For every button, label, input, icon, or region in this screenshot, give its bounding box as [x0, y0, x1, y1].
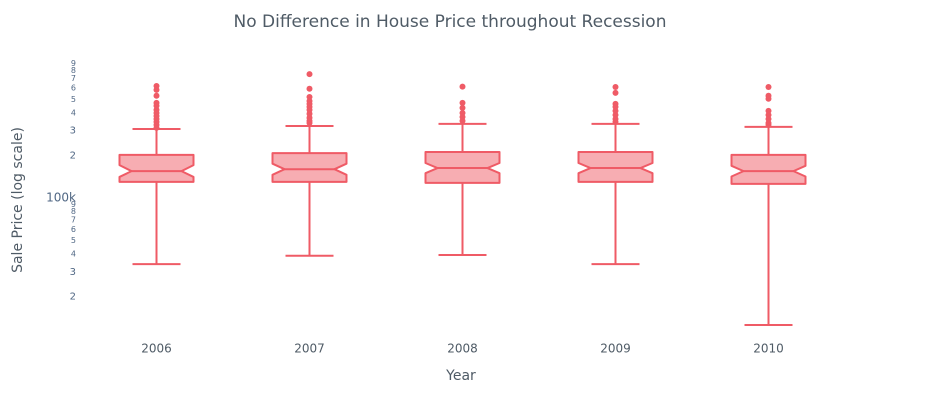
outlier	[306, 85, 313, 92]
chart-title: No Difference in House Price throughout …	[234, 12, 667, 32]
y-tick-label: 2	[70, 292, 76, 303]
outlier	[153, 92, 160, 99]
outlier	[153, 124, 160, 131]
outlier	[153, 86, 160, 93]
outlier	[765, 107, 772, 114]
y-axis-title: Sale Price (log scale)	[10, 127, 26, 273]
x-tick-label: 2008	[447, 342, 478, 356]
outlier	[459, 104, 466, 111]
outlier	[612, 83, 619, 90]
outlier	[612, 107, 619, 114]
y-tick-label: 100k	[46, 191, 76, 205]
outlier	[459, 117, 466, 124]
outlier	[612, 118, 619, 125]
box	[118, 153, 195, 183]
y-tick-label: 9	[71, 59, 76, 68]
y-tick-label: 5	[71, 95, 76, 104]
box	[730, 153, 807, 185]
x-tick-label: 2006	[141, 342, 172, 356]
y-tick-label: 4	[71, 250, 76, 259]
y-tick-label: 8	[71, 66, 76, 75]
box	[271, 152, 348, 183]
y-tick-label: 9	[71, 200, 76, 209]
outlier	[459, 99, 466, 106]
y-tick-label: 6	[71, 84, 76, 93]
x-tick-label: 2007	[294, 342, 325, 356]
y-tick-label: 4	[71, 109, 76, 118]
x-tick-label: 2009	[600, 342, 631, 356]
outlier	[765, 84, 772, 91]
x-tick-label: 2010	[753, 342, 784, 356]
outlier	[765, 95, 772, 102]
outlier	[612, 89, 619, 96]
outlier	[459, 83, 466, 90]
y-tick-label: 5	[71, 236, 76, 245]
y-tick-label: 7	[71, 215, 76, 224]
y-tick-label: 3	[70, 126, 76, 137]
outlier	[306, 71, 313, 78]
outlier	[765, 121, 772, 128]
x-axis-title: Year	[445, 368, 476, 384]
y-tick-label: 8	[71, 207, 76, 216]
outlier	[306, 119, 313, 126]
y-tick-label: 6	[71, 225, 76, 234]
y-tick-label: 3	[70, 267, 76, 278]
box	[577, 150, 654, 183]
y-tick-label: 2	[70, 151, 76, 162]
y-tick-label: 7	[71, 74, 76, 83]
